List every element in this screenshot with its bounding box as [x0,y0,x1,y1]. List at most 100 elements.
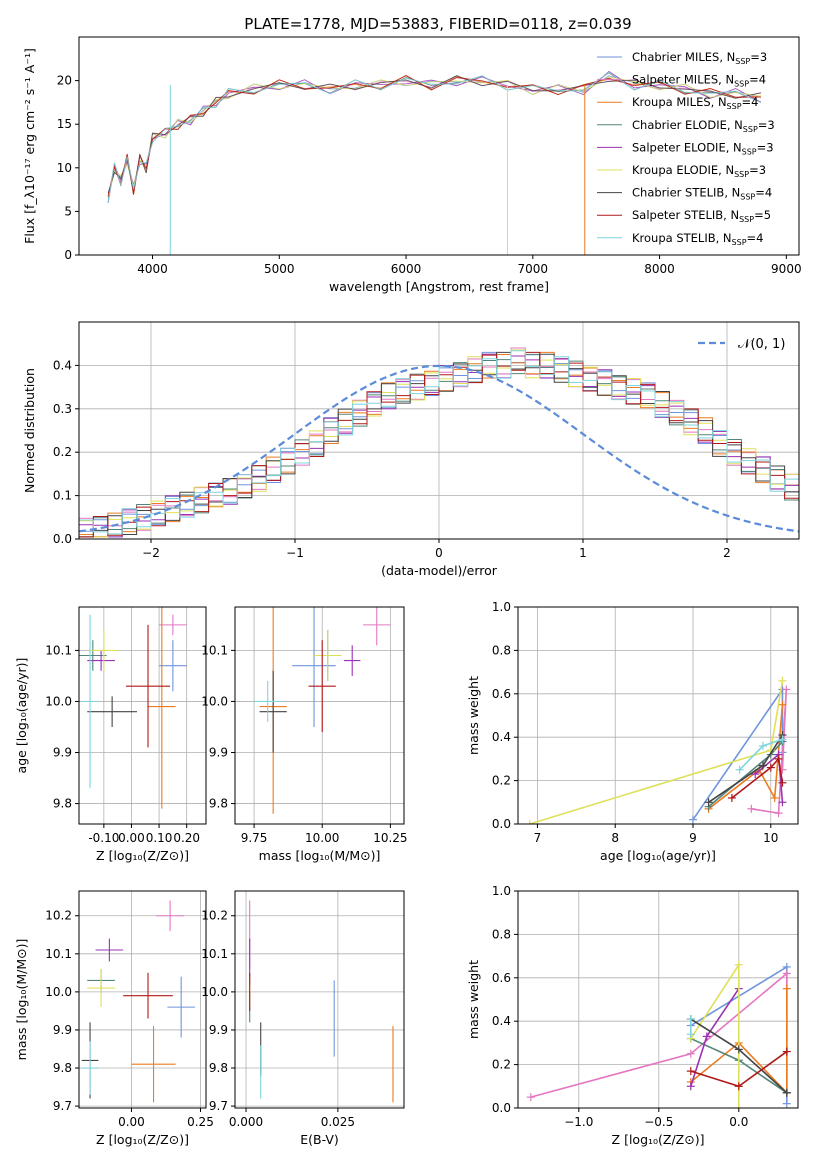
x-tick-label: −1.0 [564,1115,593,1129]
weight-line [731,757,784,799]
axes-frame [234,890,405,1109]
weight-line [690,988,788,1095]
panel-age-vs-Z: -0.100.00 0.10 0.20 9.8 9.9 10.0 10.1 Z [log₁₀(… [14,606,207,863]
weight-line [690,988,740,1087]
y-tick-label: 9.9 [209,1023,228,1037]
plot-area [249,900,394,1103]
x-tick-label: −1 [286,546,304,560]
plot-area [79,607,187,809]
x-tick-label: 1 [579,546,587,560]
y-axis-label: age [log₁₀(age/yr)] [14,658,29,774]
x-tick-label: 0.00 [118,831,145,845]
y-tick-label: 0 [64,248,72,262]
y-tick-label: 1.0 [492,884,511,898]
y-tick-label: 10.0 [45,985,72,999]
legend-label: Chabrier STELIB, NSSP=4 [632,186,772,202]
legend-label: Salpeter ELODIE, NSSP=3 [632,140,774,156]
y-tick-label: 9.8 [53,1061,72,1075]
y-tick-label: 0.0 [53,532,72,546]
legend-label: Salpeter STELIB, NSSP=5 [632,208,771,224]
y-axis-label: mass weight [466,676,481,755]
panel-age-vs-mass: 9.75 10.00 10.25 9.8 9.9 10.0 10.1 mass [log₁₀(… [201,606,408,863]
axes-frame [517,606,799,825]
weight-line [751,689,788,815]
weight-line [529,680,784,824]
spectrum-line [107,74,761,197]
x-axis-label: mass [log₁₀(M/M⊙)] [259,848,381,863]
y-axis-label: mass weight [466,960,481,1039]
x-tick-label: 5000 [264,262,295,276]
y-axis-label: Flux [f_λ10⁻¹⁷ erg cm⁻² s⁻¹ A⁻¹] [22,48,37,244]
x-tick-label: 0 [435,546,443,560]
spectrum-line [107,72,762,202]
y-tick-label: 1.0 [492,600,511,614]
spectrum-line [107,70,762,204]
panel-mass-vs-Z: 0.00 0.25 9.7 9.8 9.9 10.0 10.1 10.2 Z [log₁₀(Z/… [14,890,214,1147]
y-tick-label: 0.8 [492,927,511,941]
y-tick-label: 9.8 [209,1061,228,1075]
x-tick-label: 0.000 [229,1115,263,1129]
hist-step [79,350,799,535]
x-tick-label: 0.025 [321,1115,355,1129]
y-tick-label: 0.2 [492,1058,511,1072]
x-tick-label: 9 [689,831,697,845]
y-tick-label: 0.3 [53,402,72,416]
y-tick-label: 0.2 [53,445,72,459]
x-tick-label: 6000 [391,262,422,276]
y-tick-label: 10 [57,161,72,175]
y-tick-label: 9.9 [53,746,72,760]
x-tick-label: 2 [723,546,731,560]
legend-label: Kroupa STELIB, NSSP=4 [632,231,763,247]
panel-mass-weight-vs-age: 7 8 9 10 0.0 0.2 0.4 0.6 0.8 1.0 age [log₁₀(age/yr… [466,600,799,863]
x-axis-label: age [log₁₀(age/yr)] [600,848,716,863]
y-tick-label: 0.2 [492,774,511,788]
panel-mass-weight-vs-Z: −1.0 −0.5 0.0 0.0 0.2 0.4 0.6 0.8 1.0 Z [log₁₀(Z/… [466,884,799,1147]
y-tick-label: 20 [57,74,72,88]
y-tick-label: 0.6 [492,687,511,701]
y-tick-label: 10.0 [45,694,72,708]
x-tick-label: −2 [142,546,160,560]
axes-frame [78,36,800,256]
legend-label: Chabrier ELODIE, NSSP=3 [632,118,775,134]
panel-residual-histogram: 𝒩(0, 1) −2 −1 0 1 2 0.0 0.1 0.2 0.3 0.4 (data-model… [22,321,800,578]
y-tick-label: 15 [57,117,72,131]
x-tick-label: 7000 [518,262,549,276]
y-tick-label: 10.1 [201,643,228,657]
legend-label: 𝒩(0, 1) [738,337,785,352]
x-tick-label: 4000 [137,262,168,276]
y-tick-label: 9.8 [209,797,228,811]
y-tick-label: 0.0 [492,817,511,831]
x-tick-label: 9000 [771,262,802,276]
legend-label: Salpeter MILES, NSSP=4 [632,73,766,89]
plot-area [107,70,762,255]
y-tick-label: 10.2 [45,909,72,923]
x-tick-label: 0.25 [187,1115,214,1129]
figure-title: PLATE=1778, MJD=53883, FIBERID=0118, z=0… [244,15,631,33]
x-axis-label: Z [log₁₀(Z/Z⊙)] [96,1132,189,1147]
y-tick-label: 9.9 [209,746,228,760]
x-axis-label: Z [log₁₀(Z/Z⊙)] [612,1132,705,1147]
legend-label: Chabrier MILES, NSSP=3 [632,50,767,66]
y-tick-label: 10.0 [201,694,228,708]
x-tick-label: 10.25 [373,831,407,845]
y-axis-label: mass [log₁₀(M/M⊙)] [14,939,29,1061]
y-tick-label: 5 [64,204,72,218]
x-axis-label: (data-model)/error [381,563,498,578]
x-axis-label: wavelength [Angstrom, rest frame] [329,279,549,294]
y-tick-label: 10.2 [201,909,228,923]
x-tick-label: -0.10 [88,831,119,845]
y-tick-label: 10.1 [45,643,72,657]
spectrum-line [107,71,762,203]
y-tick-label: 10.1 [201,947,228,961]
y-tick-label: 10.1 [45,947,72,961]
y-tick-label: 9.7 [53,1099,72,1113]
x-tick-label: 0.0 [729,1115,748,1129]
x-tick-label: 8 [611,831,619,845]
y-tick-label: 0.1 [53,489,72,503]
y-tick-label: 0.4 [53,358,72,372]
x-tick-label: 7 [534,831,542,845]
panel-spectrum: Chabrier MILES, NSSP=3 Salpeter MILES, NS… [22,36,802,294]
plot-area [254,607,391,814]
y-tick-label: 9.8 [53,797,72,811]
